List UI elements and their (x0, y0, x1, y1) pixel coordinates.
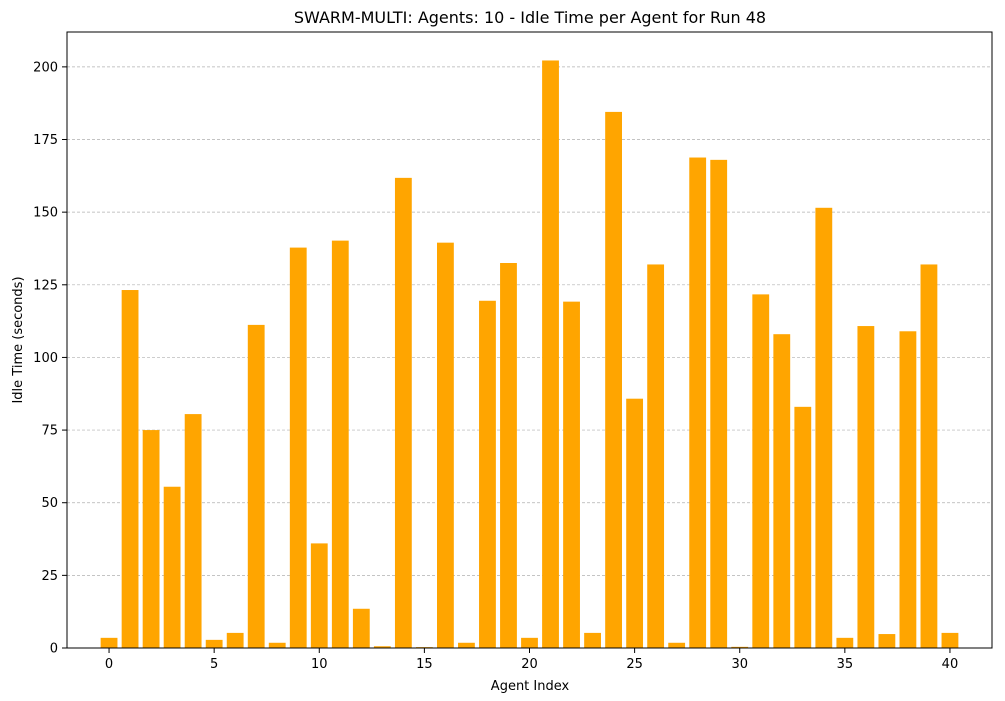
bar-agent-38 (899, 331, 917, 648)
x-axis-label: Agent Index (491, 679, 570, 694)
bar-agent-4 (184, 414, 202, 648)
y-tick-label: 50 (41, 496, 58, 511)
x-tick-label: 5 (210, 657, 218, 672)
bar-agent-29 (710, 159, 728, 648)
y-tick-label: 25 (41, 569, 58, 584)
x-tick-label: 25 (626, 657, 643, 672)
y-tick-label: 0 (50, 642, 58, 657)
bar-agent-25 (626, 398, 644, 648)
x-tick-label: 40 (942, 657, 959, 672)
bar-agent-5 (205, 639, 223, 648)
x-tick-label: 30 (731, 657, 748, 672)
bar-agent-3 (163, 486, 181, 648)
bar-agent-17 (458, 642, 475, 648)
bar-agent-19 (500, 263, 517, 648)
bar-agent-11 (331, 240, 349, 649)
bar-agent-9 (289, 247, 307, 648)
y-tick-label: 150 (33, 206, 58, 221)
axes (66, 31, 993, 649)
y-tick-label: 75 (41, 424, 58, 439)
bar-agent-14 (394, 177, 412, 649)
bar-agent-21 (542, 60, 559, 649)
y-tick-label: 200 (33, 60, 58, 75)
bar-agent-16 (437, 242, 454, 648)
x-tick-label: 20 (521, 657, 538, 672)
bar-agent-23 (584, 632, 601, 648)
bar-agent-39 (920, 264, 938, 648)
bar-agent-34 (815, 207, 833, 648)
y-axis-ticks: 0 25 50 75 100 125 150 175 200 (33, 60, 67, 657)
bar-agent-27 (668, 642, 686, 648)
x-tick-label: 35 (837, 657, 854, 672)
bar-agent-35 (836, 637, 854, 648)
y-tick-label: 125 (33, 278, 58, 293)
bar-agent-30 (731, 646, 749, 648)
bar-agent-0 (100, 637, 118, 648)
bar-agent-20 (521, 637, 538, 648)
chart-title: SWARM-MULTI: Agents: 10 - Idle Time per … (294, 8, 766, 27)
bar-agent-22 (563, 301, 580, 648)
y-tick-label: 175 (33, 133, 58, 148)
bar-agent-8 (268, 642, 286, 648)
bar-agent-18 (479, 300, 496, 648)
bar-agent-7 (247, 324, 265, 648)
x-axis-ticks: 0 5 10 15 20 25 30 35 40 (105, 648, 958, 672)
bars (100, 60, 959, 649)
bar-agent-31 (752, 294, 770, 648)
bar-agent-1 (121, 290, 139, 648)
bar-agent-26 (647, 264, 665, 648)
bar-agent-10 (310, 543, 328, 648)
x-tick-label: 15 (416, 657, 433, 672)
bar-agent-24 (605, 111, 622, 649)
y-tick-label: 100 (33, 351, 58, 366)
plot-frame (66, 31, 993, 649)
bar-agent-32 (773, 334, 791, 648)
grid-lines (67, 66, 992, 576)
bar-agent-36 (857, 326, 875, 648)
bar-agent-6 (226, 632, 244, 648)
bar-agent-12 (352, 608, 370, 648)
bar-agent-2 (142, 430, 160, 648)
bar-agent-28 (689, 157, 707, 648)
bar-agent-40 (941, 632, 959, 648)
x-tick-label: 10 (311, 657, 328, 672)
bar-agent-33 (794, 406, 812, 648)
bar-agent-37 (878, 634, 896, 648)
bar-agent-13 (373, 646, 391, 648)
y-axis-label: Idle Time (seconds) (11, 276, 26, 403)
x-tick-label: 0 (105, 657, 113, 672)
